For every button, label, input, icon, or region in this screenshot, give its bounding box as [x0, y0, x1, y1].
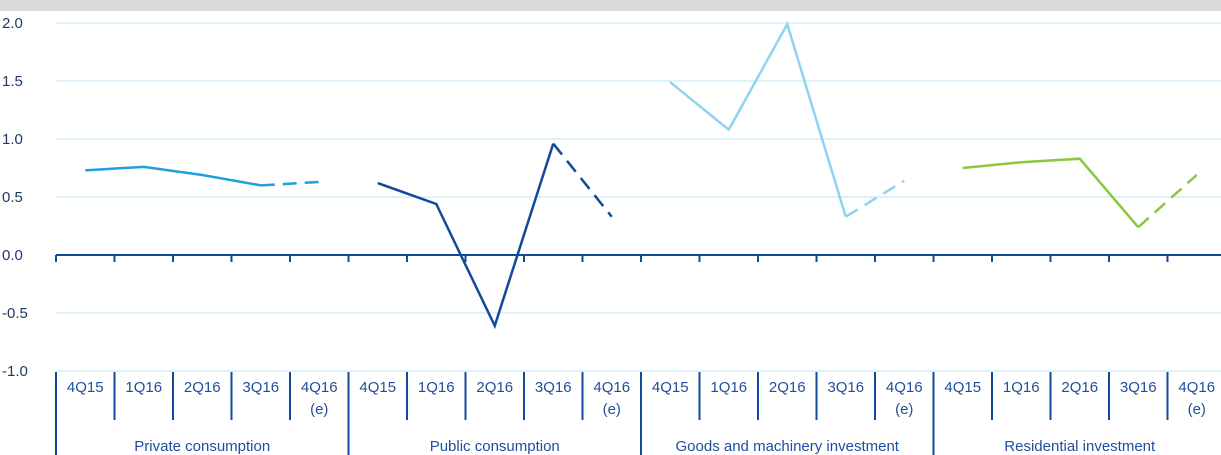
category-label: 4Q16 [593, 379, 630, 396]
category-label: 1Q16 [1003, 379, 1040, 396]
category-label: 3Q16 [1120, 379, 1157, 396]
group-label: Public consumption [430, 438, 560, 455]
group-label: Goods and machinery investment [676, 438, 900, 455]
top-bar [0, 0, 1221, 11]
category-label: 4Q15 [652, 379, 689, 396]
y-tick-label: 0.0 [2, 247, 23, 264]
y-tick-label: 1.0 [2, 131, 23, 148]
category-label: 1Q16 [418, 379, 455, 396]
category-label: 3Q16 [535, 379, 572, 396]
category-note: (e) [603, 401, 621, 418]
category-label: 4Q15 [67, 379, 104, 396]
category-note: (e) [310, 401, 328, 418]
category-note: (e) [895, 401, 913, 418]
category-label: 4Q15 [944, 379, 981, 396]
series-line [669, 20, 847, 218]
group-label: Private consumption [134, 438, 270, 455]
series-line [85, 165, 261, 187]
y-tick-label: 0.5 [2, 189, 23, 206]
series-line-estimate [260, 180, 320, 187]
series-line-estimate [845, 179, 905, 218]
series-line [962, 157, 1140, 228]
category-label: 2Q16 [184, 379, 221, 396]
category-label: 2Q16 [476, 379, 513, 396]
category-label: 1Q16 [710, 379, 747, 396]
category-note: (e) [1188, 401, 1206, 418]
series-line-estimate [1137, 174, 1198, 229]
y-tick-label: 1.5 [2, 73, 23, 90]
y-tick-label: -1.0 [2, 363, 28, 380]
category-label: 4Q16 [886, 379, 923, 396]
series-line [377, 143, 555, 330]
category-label: 4Q16 [1178, 379, 1215, 396]
series-line-estimate [552, 142, 613, 218]
category-label: 1Q16 [125, 379, 162, 396]
category-label: 3Q16 [827, 379, 864, 396]
category-label: 4Q16 [301, 379, 338, 396]
category-label: 3Q16 [242, 379, 279, 396]
group-label: Residential investment [1004, 438, 1156, 455]
category-label: 2Q16 [1061, 379, 1098, 396]
y-tick-label: -0.5 [2, 305, 28, 322]
category-label: 4Q15 [359, 379, 396, 396]
category-label: 2Q16 [769, 379, 806, 396]
y-tick-label: 2.0 [2, 15, 23, 32]
